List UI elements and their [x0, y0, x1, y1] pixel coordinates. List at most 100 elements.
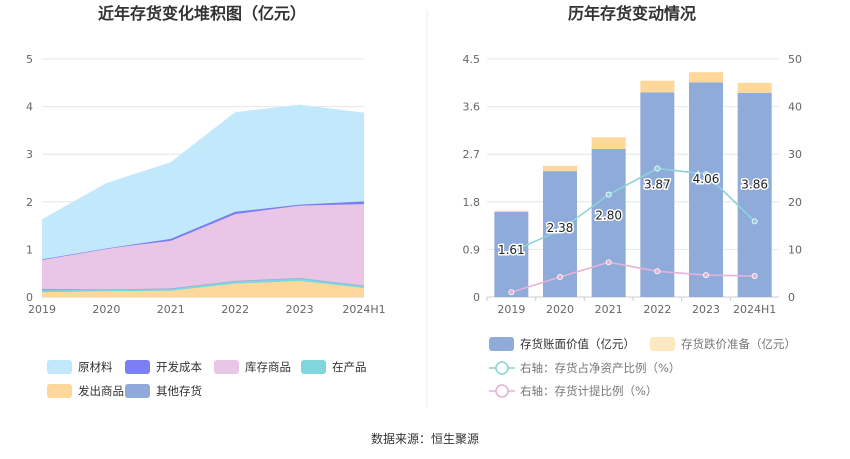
- bar-存货跌价准备（亿元）: [640, 80, 675, 93]
- right-chart-y2-ticks: 0 10 20 30 40 50: [788, 53, 802, 304]
- bar-存货跌价准备（亿元）: [689, 72, 723, 83]
- legend-swatch-发出商品: [47, 384, 72, 398]
- right-chart-bars: [494, 72, 772, 297]
- left-chart-y-ticks: 0 1 2 3 4 5: [26, 53, 33, 304]
- bar-data-label: 3.86: [741, 178, 768, 192]
- right-y-tick-label: 3.6: [463, 101, 481, 114]
- right-y-tick-label: 1.8: [463, 196, 481, 209]
- line-point-右轴：存货占净资产比例（%）: [654, 165, 661, 172]
- right-chart-y-ticks: 0 0.9 1.8 2.7 3.6 4.5: [463, 53, 481, 304]
- bar-存货跌价准备（亿元）: [543, 165, 577, 172]
- legend-label-右轴：存货计提比例（%）: 右轴：存货计提比例（%）: [520, 384, 657, 398]
- legend-swatch-开发成本: [125, 360, 150, 374]
- left-y-tick-label: 5: [26, 53, 33, 66]
- right-chart-lines: [508, 165, 758, 296]
- right-chart-title: 历年存货变动情况: [568, 4, 696, 23]
- line-point-右轴：存货占净资产比例（%）: [605, 191, 612, 198]
- legend-label-bar-provision: 存货跌价准备（亿元）: [681, 337, 796, 351]
- right-y2-tick-label: 10: [788, 243, 802, 256]
- right-x-tick-label: 2020: [546, 303, 574, 316]
- legend-swatch-bar-book-value: [489, 337, 514, 351]
- line-point-右轴：存货占净资产比例（%）: [751, 218, 758, 225]
- bar-存货跌价准备（亿元）: [737, 82, 772, 93]
- left-x-tick-label: 2021: [157, 303, 185, 316]
- legend-label-在产品: 在产品: [332, 360, 367, 374]
- left-chart-x-ticks: 2019 2020 2021 2022 2023 2024H1: [28, 303, 386, 316]
- right-y2-tick-label: 40: [788, 101, 802, 114]
- right-y-tick-label: 0.9: [463, 243, 481, 256]
- left-y-tick-label: 2: [26, 196, 33, 209]
- legend-swatch-原材料: [47, 360, 72, 374]
- data-source-label: 数据来源：恒生聚源: [371, 431, 479, 446]
- line-point-右轴：存货计提比例（%）: [557, 274, 564, 281]
- legend-label-发出商品: 发出商品: [78, 384, 124, 398]
- line-point-右轴：存货计提比例（%）: [703, 272, 710, 279]
- line-point-右轴：存货占净资产比例（%）: [557, 227, 564, 234]
- right-chart-legend: 存货账面价值（亿元） 存货跌价准备（亿元）右轴：存货占净资产比例（%） 右轴：存货计…: [489, 337, 796, 398]
- right-y2-tick-label: 50: [788, 53, 802, 66]
- left-chart-title: 近年存货变化堆积图（亿元）: [98, 4, 306, 23]
- line-point-右轴：存货计提比例（%）: [654, 268, 661, 275]
- right-x-tick-label: 2021: [595, 303, 623, 316]
- legend-label-其他存货: 其他存货: [156, 384, 202, 398]
- left-x-tick-label: 2019: [28, 303, 56, 316]
- bar-data-label: 2.38: [547, 221, 574, 235]
- legend-label-库存商品: 库存商品: [245, 360, 291, 374]
- bar-存货账面价值（亿元）: [640, 92, 675, 297]
- bar-存货账面价值（亿元）: [689, 82, 723, 297]
- area-series-库存商品: [42, 204, 364, 290]
- left-y-tick-label: 3: [26, 148, 33, 161]
- bar-data-label: 2.80: [595, 209, 622, 223]
- bar-data-label: 3.87: [644, 177, 671, 191]
- right-chart-data-labels: 1.61 2.38 2.80 3.87 4.06 3.86: [496, 170, 769, 258]
- area-line-原材料: [41, 104, 365, 221]
- left-chart-areas: [41, 104, 365, 297]
- left-y-tick-label: 4: [26, 101, 33, 114]
- line-右轴：存货占净资产比例（%）: [511, 167, 756, 253]
- right-x-tick-label: 2022: [643, 303, 671, 316]
- right-chart-gridlines: [487, 58, 779, 298]
- legend-label-右轴：存货占净资产比例（%）: 右轴：存货占净资产比例（%）: [520, 361, 680, 375]
- legend-swatch-在产品: [301, 360, 326, 374]
- line-point-右轴：存货计提比例（%）: [751, 273, 758, 280]
- right-y2-tick-label: 20: [788, 196, 802, 209]
- area-series-发出商品: [42, 280, 364, 297]
- left-x-tick-label: 2020: [92, 303, 120, 316]
- line-point-右轴：存货计提比例（%）: [605, 259, 612, 266]
- right-y2-tick-label: 30: [788, 148, 802, 161]
- right-chart-x-ticks: 2019 2020 2021 2022 2023 2024H1: [486, 297, 776, 316]
- right-y-tick-label: 2.7: [463, 148, 481, 161]
- left-y-tick-label: 1: [26, 243, 33, 256]
- legend-marker-右轴：存货计提比例（%）: [495, 384, 509, 398]
- line-point-右轴：存货占净资产比例（%）: [508, 248, 515, 255]
- right-y2-tick-label: 0: [788, 291, 795, 304]
- left-y-tick-label: 0: [26, 291, 33, 304]
- left-x-tick-label: 2024H1: [342, 303, 385, 316]
- area-series-原材料: [42, 105, 364, 260]
- bar-存货跌价准备（亿元）: [494, 210, 529, 212]
- right-x-tick-label: 2019: [497, 303, 525, 316]
- line-point-右轴：存货占净资产比例（%）: [703, 171, 710, 178]
- legend-swatch-其他存货: [125, 384, 150, 398]
- line-point-右轴：存货计提比例（%）: [508, 289, 515, 296]
- right-x-tick-label: 2024H1: [733, 303, 776, 316]
- right-y-tick-label: 0: [473, 291, 480, 304]
- legend-label-开发成本: 开发成本: [156, 360, 202, 374]
- legend-label-bar-book-value: 存货账面价值（亿元）: [520, 337, 635, 351]
- left-x-tick-label: 2023: [286, 303, 314, 316]
- legend-marker-右轴：存货占净资产比例（%）: [495, 361, 509, 375]
- right-y-tick-label: 4.5: [463, 53, 481, 66]
- legend-swatch-库存商品: [214, 360, 239, 374]
- bar-存货账面价值（亿元）: [737, 92, 772, 297]
- left-x-tick-label: 2022: [221, 303, 249, 316]
- bar-data-label: 1.61: [498, 243, 525, 257]
- bar-存货跌价准备（亿元）: [591, 137, 626, 149]
- right-x-tick-label: 2023: [692, 303, 720, 316]
- bar-data-label: 4.06: [693, 172, 720, 186]
- bar-存货账面价值（亿元）: [591, 148, 626, 297]
- legend-label-原材料: 原材料: [78, 360, 113, 374]
- line-右轴：存货计提比例（%）: [511, 261, 755, 294]
- legend-swatch-bar-provision: [650, 337, 675, 351]
